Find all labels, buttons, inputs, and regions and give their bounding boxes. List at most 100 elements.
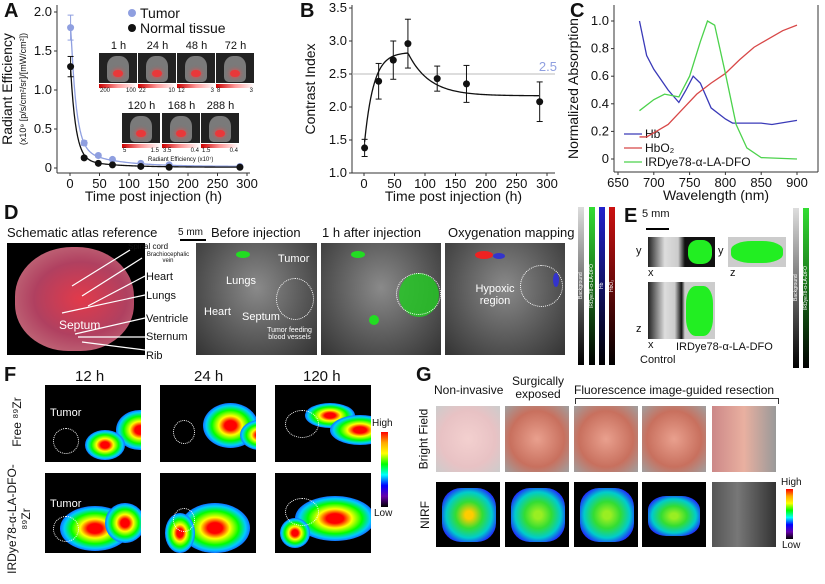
b-reference-label: 2.5 — [539, 59, 557, 74]
a-inset-scale-min: 100 — [125, 88, 136, 94]
atlas-image: Septum — [7, 243, 145, 355]
c-legend-label: IRDye78-α-LA-DFO — [645, 155, 751, 169]
c-legend-label: HbO₂ — [645, 141, 675, 155]
f-time-120: 120 h — [303, 368, 341, 385]
d-colorbar-hbo2: HbO₂ — [609, 207, 615, 365]
e-axis-y2: y — [718, 245, 724, 257]
g-nirf-image — [574, 482, 638, 547]
a-y-tick-label: 0.5 — [34, 121, 52, 136]
e-colorbar-irdye-label: IRDye78-α-LA-DFO — [803, 266, 809, 311]
oxygenation-image: Hypoxic region — [445, 243, 565, 355]
c-y-label: Normalized Absorption — [565, 18, 581, 159]
a-inset-scalebar — [162, 144, 200, 148]
g-nirf-image — [505, 482, 569, 547]
b-x-tick-label: 150 — [445, 176, 467, 191]
g-col-noninvasive: Non-invasive — [434, 383, 504, 397]
b-y-tick-label: 3.5 — [329, 0, 347, 15]
a-data-point — [80, 154, 88, 162]
f-time-12: 12 h — [75, 368, 105, 385]
c-series-line — [639, 20, 798, 160]
atlas-label-heart: Heart — [146, 271, 173, 283]
d-title-before: Before injection — [211, 225, 301, 240]
b-x-tick-label: 100 — [414, 176, 436, 191]
a-data-point — [94, 152, 102, 160]
a-data-point — [94, 159, 102, 167]
f-pet-image — [275, 385, 371, 462]
a-x-tick-label: 250 — [207, 176, 229, 191]
b-data-point — [433, 75, 441, 83]
d-scale-bar — [180, 239, 206, 241]
a-legend-label: Tumor — [140, 5, 180, 21]
c-series-line — [639, 24, 798, 138]
a-x-tick-label: 0 — [66, 176, 73, 191]
e-xy-image — [648, 237, 715, 267]
g-row-brightfield: Bright Field — [416, 408, 431, 470]
d-colorbar-background: Background — [578, 207, 584, 365]
g-brightfield-image — [505, 406, 569, 472]
after-injection-image — [321, 243, 441, 355]
panel-label-f: F — [4, 364, 17, 386]
a-x-tick-label: 300 — [236, 176, 258, 191]
g-colorbar-low: Low — [782, 540, 801, 551]
a-inset-time: 72 h — [224, 40, 247, 52]
e-axis-x1: x — [648, 267, 654, 279]
c-x-tick-label: 900 — [786, 175, 808, 190]
before-label-tumor: Tumor — [278, 253, 310, 265]
a-data-point — [67, 63, 75, 71]
b-data-point — [389, 56, 397, 64]
f-pet-image: Tumor — [45, 473, 141, 553]
b-y-label: Contrast Index — [302, 43, 318, 134]
a-x-label: Time post injection (h) — [85, 188, 222, 204]
a-inset-scale-min: 10 — [168, 88, 175, 94]
f-pet-image — [160, 473, 256, 553]
a-legend-marker — [128, 9, 136, 17]
a-x-tick-label: 50 — [92, 176, 106, 191]
e-axis-z2: z — [730, 267, 736, 279]
a-inset-scalebar — [177, 84, 215, 88]
f-row-conjugate: IRDye78-α-LA-DFO-⁸⁹Zr — [5, 464, 33, 574]
a-inset-scale-max: 5 — [123, 148, 127, 154]
panel-label-e: E — [624, 205, 638, 227]
g-colorbar-high: High — [781, 477, 802, 488]
f-pet-image — [160, 385, 256, 462]
f-colorbar-low: Low — [374, 508, 393, 519]
b-y-tick-label: 2.0 — [329, 99, 347, 114]
a-y-tick-label: 0 — [45, 160, 52, 175]
f-pet-image: Tumor — [45, 385, 141, 462]
b-x-tick-label: 300 — [536, 176, 558, 191]
c-x-tick-label: 800 — [715, 175, 737, 190]
a-inset-scalebar — [99, 84, 137, 88]
a-data-point — [108, 155, 116, 163]
panel-label-d: D — [4, 202, 19, 224]
a-y-tick-label: 1.5 — [34, 43, 52, 58]
c-x-tick-label: 650 — [607, 175, 629, 190]
e-xz-image — [648, 282, 715, 339]
e-label-irdye: IRDye78-α-LA-DFO — [676, 341, 773, 353]
e-colorbar-background: Background — [793, 208, 799, 368]
c-y-tick-label: 0.8 — [591, 41, 609, 56]
d-colorbar-hb: Hb — [599, 207, 605, 365]
e-colorbar-background-label: Background — [793, 274, 799, 302]
g-colorbar — [786, 489, 793, 539]
f-colorbar-high: High — [372, 418, 393, 429]
d-title-oxy: Oxygenation mapping — [448, 225, 575, 240]
before-label-vessels: Tumor feeding blood vessels — [267, 327, 312, 341]
a-inset-image — [177, 53, 215, 83]
c-y-tick-label: 0.4 — [591, 96, 609, 111]
c-x-label: Wavelength (nm) — [663, 187, 769, 203]
f-row-free: Free ⁸⁹Zr — [9, 397, 24, 447]
a-inset-scale-max: 200 — [100, 88, 111, 94]
a-inset-scale-max: 22 — [139, 88, 146, 94]
a-inset-image — [216, 53, 254, 83]
a-inset-scale-max: 3.5 — [163, 148, 172, 154]
e-colorbar-irdye: IRDye78-α-LA-DFO — [803, 208, 809, 368]
g-col-surgical: Surgically exposed — [511, 374, 565, 401]
panel-label-b: B — [300, 0, 315, 22]
b-y-tick-label: 2.5 — [329, 66, 347, 81]
e-axis-x3: x — [648, 339, 654, 351]
atlas-label-sternum: Sternum — [146, 331, 188, 343]
d-colorbar-irdye-label: IRDye78-α-LA-DFO — [589, 264, 595, 309]
c-x-tick-label: 700 — [643, 175, 665, 190]
g-resection-bracket — [575, 398, 779, 404]
g-brightfield-image — [436, 406, 500, 472]
